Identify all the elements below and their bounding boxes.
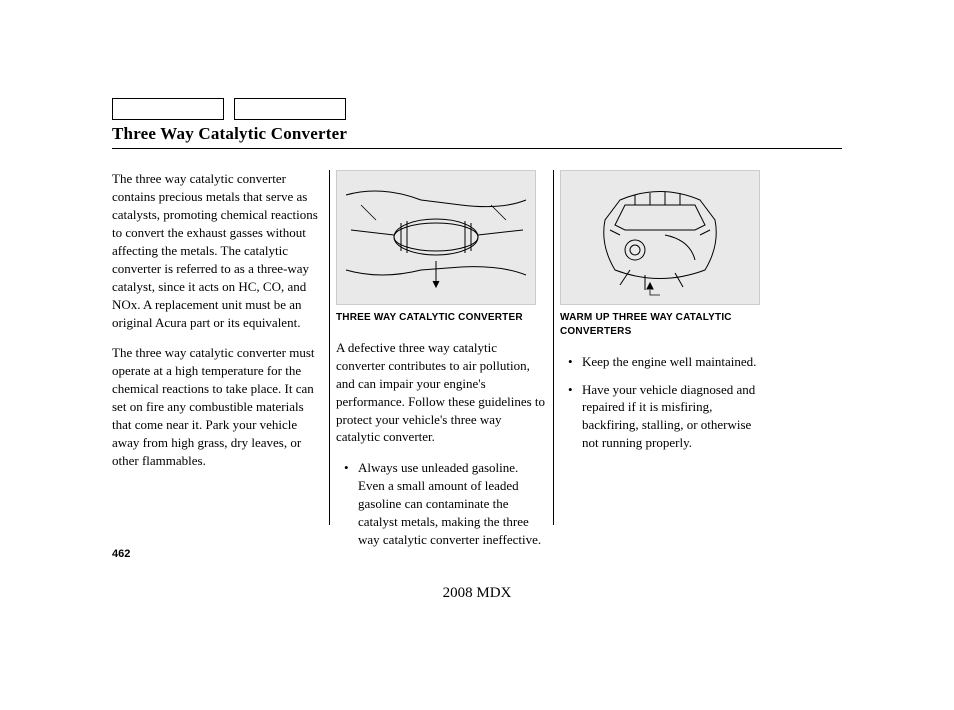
engine-illustration — [565, 175, 755, 300]
page-title-area: Three Way Catalytic Converter — [112, 124, 842, 149]
catalytic-converter-illustration — [341, 175, 531, 300]
footer-model-year: 2008 MDX — [0, 585, 954, 602]
page-title: Three Way Catalytic Converter — [112, 124, 842, 144]
content-columns: The three way catalytic converter contai… — [112, 170, 842, 559]
col2-bullet-1: Always use unleaded gasoline. Even a sma… — [348, 459, 546, 549]
col3-bullet-2: Have your vehicle diagnosed and repaired… — [572, 381, 770, 453]
figure-caption-2: WARM UP THREE WAY CATALYTIC CONVERTERS — [560, 311, 770, 339]
page-number: 462 — [112, 548, 130, 560]
empty-box-1 — [112, 98, 224, 120]
col1-para2: The three way catalytic converter must o… — [112, 344, 322, 470]
column-divider-1 — [329, 170, 330, 525]
column-3: WARM UP THREE WAY CATALYTIC CONVERTERS K… — [560, 170, 770, 559]
empty-box-2 — [234, 98, 346, 120]
header-reference-boxes — [112, 98, 346, 120]
col3-bullet-1: Keep the engine well maintained. — [572, 353, 770, 371]
column-2: THREE WAY CATALYTIC CONVERTER A defectiv… — [336, 170, 546, 559]
figure-caption-1: THREE WAY CATALYTIC CONVERTER — [336, 311, 546, 325]
col3-bullets: Keep the engine well maintained. Have yo… — [560, 353, 770, 453]
col2-para1: A defective three way catalytic converte… — [336, 339, 546, 447]
column-divider-2 — [553, 170, 554, 525]
manual-page: Three Way Catalytic Converter The three … — [0, 0, 954, 710]
col2-bullets: Always use unleaded gasoline. Even a sma… — [336, 459, 546, 549]
figure-catalytic-converter — [336, 170, 536, 305]
column-1: The three way catalytic converter contai… — [112, 170, 322, 559]
figure-engine-warmup — [560, 170, 760, 305]
col1-para1: The three way catalytic converter contai… — [112, 170, 322, 331]
